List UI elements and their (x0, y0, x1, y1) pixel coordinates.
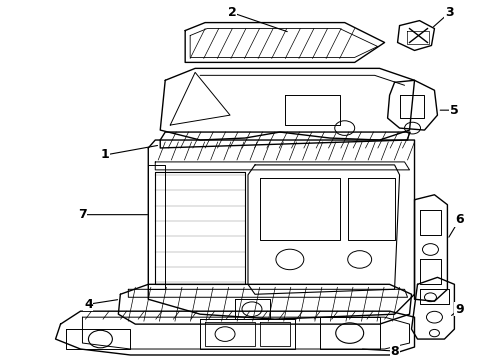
Text: 4: 4 (84, 298, 93, 311)
Text: 5: 5 (450, 104, 459, 117)
Text: 1: 1 (101, 148, 110, 161)
Text: 6: 6 (455, 213, 464, 226)
Text: 2: 2 (228, 6, 236, 19)
Text: 7: 7 (78, 208, 87, 221)
Text: 8: 8 (390, 345, 399, 357)
Text: 9: 9 (455, 303, 464, 316)
Text: 3: 3 (445, 6, 454, 19)
